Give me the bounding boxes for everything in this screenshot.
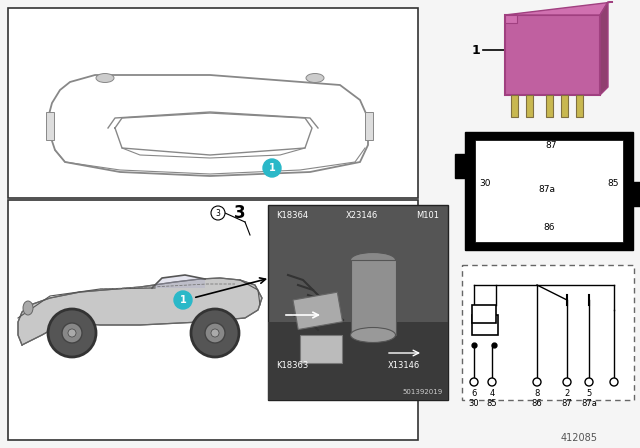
Circle shape	[174, 291, 192, 309]
Text: X13146: X13146	[388, 361, 420, 370]
Text: 3: 3	[216, 208, 220, 217]
Circle shape	[585, 378, 593, 386]
Bar	[546, 95, 553, 117]
Bar	[46, 112, 54, 140]
Text: 86: 86	[543, 224, 555, 233]
Text: 1: 1	[180, 295, 186, 305]
Bar	[351, 260, 396, 335]
Polygon shape	[152, 275, 205, 288]
Text: 6: 6	[471, 389, 477, 399]
Text: 8: 8	[534, 389, 540, 399]
Text: 412085: 412085	[561, 433, 598, 443]
Text: 1: 1	[269, 163, 275, 173]
Bar	[268, 205, 448, 400]
Bar	[455, 154, 467, 178]
Circle shape	[211, 206, 225, 220]
Text: 87: 87	[543, 150, 555, 159]
Circle shape	[470, 378, 478, 386]
Bar	[631, 182, 640, 206]
Text: 1: 1	[471, 43, 480, 56]
Text: X23146: X23146	[346, 211, 378, 220]
Text: 30: 30	[479, 180, 491, 189]
Text: 85: 85	[607, 180, 619, 189]
Text: 87a: 87a	[538, 185, 556, 194]
Text: 4: 4	[490, 389, 495, 399]
Circle shape	[205, 323, 225, 343]
Ellipse shape	[96, 73, 114, 82]
Circle shape	[263, 159, 281, 177]
Circle shape	[488, 378, 496, 386]
Text: 87: 87	[562, 400, 572, 409]
Bar	[365, 112, 373, 140]
Text: K18363: K18363	[276, 361, 308, 370]
Text: 87: 87	[545, 142, 557, 151]
Bar	[268, 322, 448, 400]
Text: M101: M101	[416, 211, 439, 220]
Bar	[526, 95, 533, 117]
Text: K18364: K18364	[276, 211, 308, 220]
Polygon shape	[600, 2, 608, 95]
Text: 86: 86	[532, 400, 542, 409]
Bar	[472, 315, 498, 335]
Text: 5: 5	[586, 389, 591, 399]
Polygon shape	[48, 75, 368, 176]
Polygon shape	[505, 2, 613, 15]
Bar	[475, 140, 623, 242]
Circle shape	[191, 309, 239, 357]
Ellipse shape	[306, 73, 324, 82]
Bar	[465, 132, 633, 250]
Text: 2: 2	[564, 389, 570, 399]
Text: 3: 3	[234, 204, 246, 222]
Ellipse shape	[23, 301, 33, 315]
Circle shape	[211, 329, 219, 337]
Text: 85: 85	[486, 400, 497, 409]
Bar	[505, 15, 517, 23]
Bar	[505, 15, 600, 95]
Bar	[472, 305, 496, 323]
Bar	[576, 95, 583, 117]
Circle shape	[610, 378, 618, 386]
Text: 30: 30	[468, 400, 479, 409]
Bar	[300, 335, 342, 363]
Bar	[8, 200, 418, 440]
Circle shape	[68, 329, 76, 337]
Bar	[511, 95, 518, 117]
Bar	[462, 265, 634, 400]
Circle shape	[48, 309, 96, 357]
Bar	[561, 95, 568, 117]
Ellipse shape	[351, 253, 396, 267]
Circle shape	[62, 323, 82, 343]
Text: 501392019: 501392019	[403, 389, 443, 395]
Circle shape	[533, 378, 541, 386]
Bar	[8, 8, 418, 198]
Circle shape	[563, 378, 571, 386]
Ellipse shape	[351, 327, 396, 343]
Bar	[293, 292, 342, 330]
Text: 87a: 87a	[581, 400, 597, 409]
Polygon shape	[18, 278, 262, 345]
